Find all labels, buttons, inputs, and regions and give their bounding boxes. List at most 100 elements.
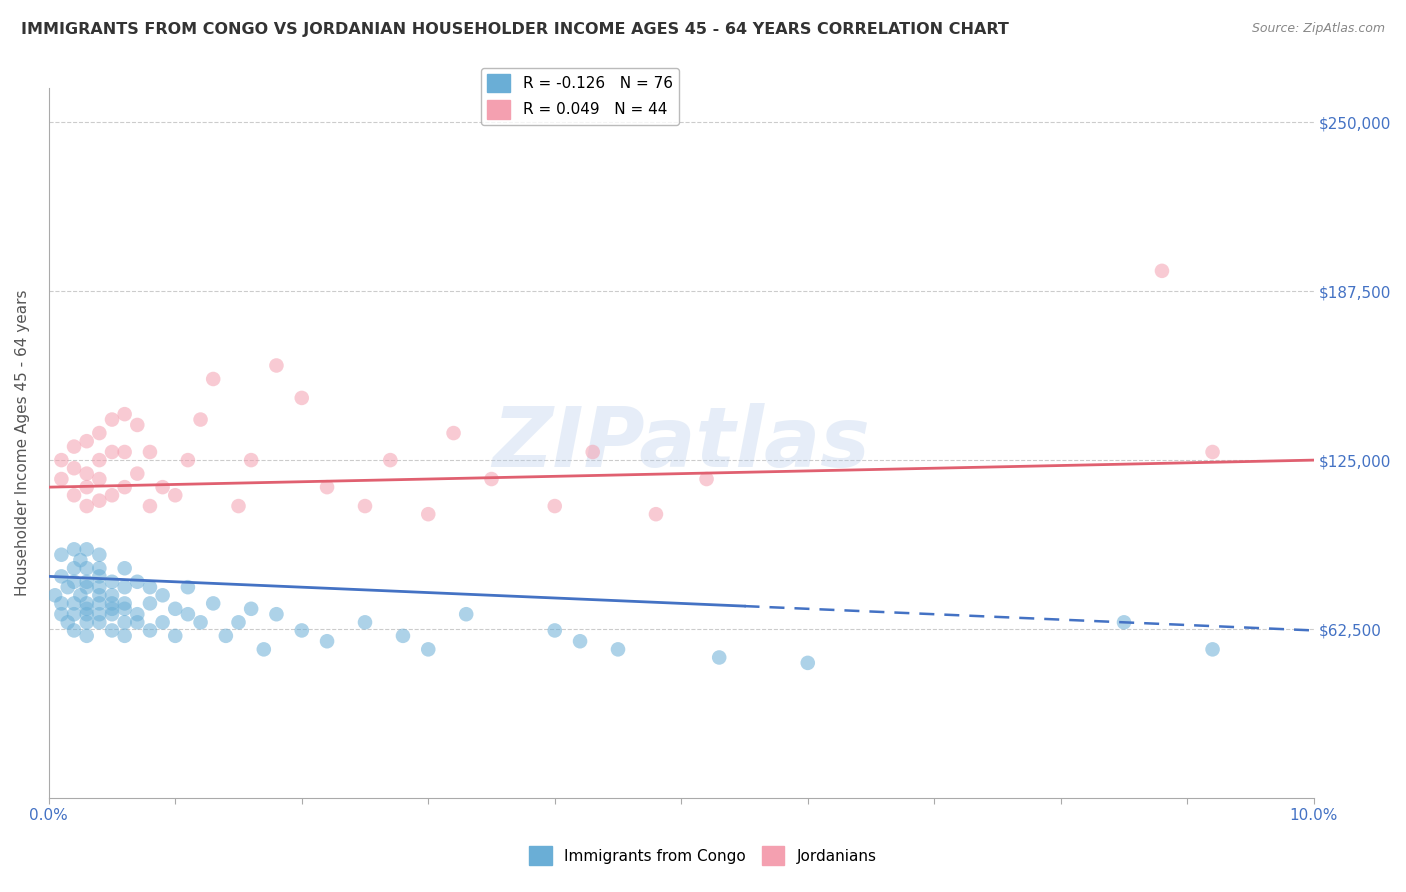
Point [89,453,111,467]
Point [139,580,162,594]
Point [544,624,567,638]
Point [89,561,111,575]
Point [101,602,124,616]
Point [114,445,136,459]
Point [316,480,339,494]
Point [76,434,98,449]
Point [89,607,111,622]
Point [253,642,276,657]
Point [127,417,149,432]
Point [101,588,124,602]
Point [139,624,162,638]
Point [607,642,630,657]
Point [101,412,124,426]
Legend: R = -0.126   N = 76, R = 0.049   N = 44: R = -0.126 N = 76, R = 0.049 N = 44 [481,68,679,125]
Point [76,467,98,481]
Point [69,588,91,602]
Point [101,574,124,589]
Point [114,480,136,494]
Point [569,634,592,648]
Point [240,602,263,616]
Point [228,499,250,513]
Point [696,472,718,486]
Point [266,359,288,373]
Point [101,488,124,502]
Point [89,569,111,583]
Point [76,499,98,513]
Point [354,499,377,513]
Point [709,650,731,665]
Point [177,607,200,622]
Point [1201,642,1223,657]
Point [152,615,174,630]
Point [114,615,136,630]
Point [165,602,187,616]
Point [101,607,124,622]
Point [165,488,187,502]
Point [127,615,149,630]
Point [1112,615,1135,630]
Point [51,569,73,583]
Legend: Immigrants from Congo, Jordanians: Immigrants from Congo, Jordanians [523,840,883,871]
Point [202,596,225,610]
Point [316,634,339,648]
Point [202,372,225,386]
Point [266,607,288,622]
Point [56,615,79,630]
Point [76,542,98,557]
Point [51,472,73,486]
Point [481,472,503,486]
Point [51,453,73,467]
Point [127,574,149,589]
Point [63,461,86,475]
Point [127,467,149,481]
Point [76,596,98,610]
Point [63,488,86,502]
Point [63,561,86,575]
Point [139,499,162,513]
Point [544,499,567,513]
Point [177,580,200,594]
Point [44,588,66,602]
Point [114,561,136,575]
Point [114,407,136,421]
Point [392,629,415,643]
Point [354,615,377,630]
Point [228,615,250,630]
Point [152,588,174,602]
Text: IMMIGRANTS FROM CONGO VS JORDANIAN HOUSEHOLDER INCOME AGES 45 - 64 YEARS CORRELA: IMMIGRANTS FROM CONGO VS JORDANIAN HOUSE… [21,22,1010,37]
Point [114,602,136,616]
Point [139,445,162,459]
Point [51,596,73,610]
Point [582,445,605,459]
Point [1150,264,1173,278]
Point [114,596,136,610]
Point [240,453,263,467]
Point [139,596,162,610]
Point [76,574,98,589]
Point [101,596,124,610]
Text: Source: ZipAtlas.com: Source: ZipAtlas.com [1251,22,1385,36]
Point [101,624,124,638]
Point [89,596,111,610]
Point [190,615,212,630]
Point [63,574,86,589]
Point [101,445,124,459]
Point [291,391,314,405]
Point [89,548,111,562]
Point [76,480,98,494]
Point [76,607,98,622]
Point [63,440,86,454]
Point [152,480,174,494]
Point [127,607,149,622]
Point [76,602,98,616]
Point [443,426,465,441]
Point [76,615,98,630]
Point [89,615,111,630]
Point [177,453,200,467]
Point [165,629,187,643]
Y-axis label: Householder Income Ages 45 - 64 years: Householder Income Ages 45 - 64 years [15,290,30,597]
Point [76,580,98,594]
Point [89,580,111,594]
Point [63,542,86,557]
